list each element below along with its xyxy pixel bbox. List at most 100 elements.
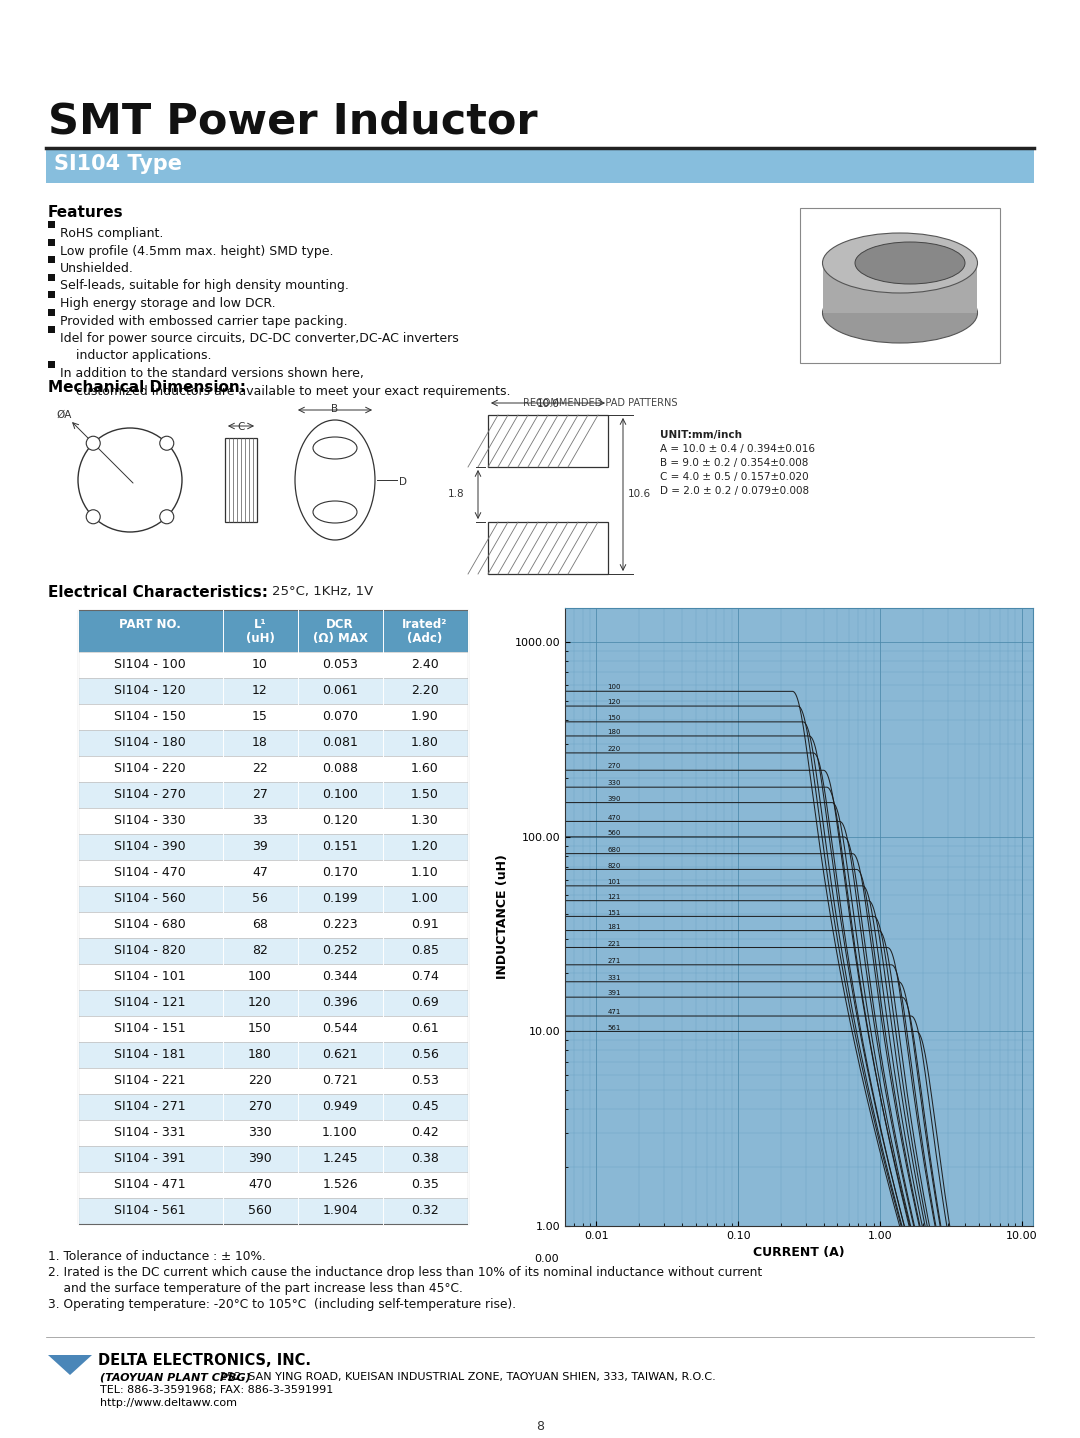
- Text: (uH): (uH): [245, 631, 274, 646]
- Circle shape: [86, 509, 100, 523]
- Bar: [225, 439, 257, 522]
- Text: 0.32: 0.32: [411, 1204, 438, 1217]
- Bar: [48, 221, 55, 229]
- Text: DCR: DCR: [326, 618, 354, 631]
- Text: 471: 471: [608, 1009, 621, 1015]
- Text: 391: 391: [608, 991, 621, 997]
- Text: L¹: L¹: [254, 618, 267, 631]
- Bar: [48, 361, 55, 368]
- Text: 180: 180: [248, 1048, 272, 1061]
- Text: SI104 - 180: SI104 - 180: [114, 736, 186, 749]
- Text: (TAOYUAN PLANT CPBG): (TAOYUAN PLANT CPBG): [100, 1372, 251, 1382]
- Text: 220: 220: [608, 746, 621, 752]
- Text: 0.544: 0.544: [322, 1022, 357, 1035]
- Text: SI104 - 561: SI104 - 561: [114, 1204, 186, 1217]
- Text: 390: 390: [608, 795, 621, 802]
- Text: 1. Tolerance of inductance : ± 10%.: 1. Tolerance of inductance : ± 10%.: [48, 1250, 266, 1263]
- Text: 330: 330: [248, 1126, 272, 1139]
- Text: 8: 8: [536, 1419, 544, 1434]
- Text: 0.38: 0.38: [411, 1152, 438, 1165]
- Bar: [46, 150, 1034, 183]
- Text: 82: 82: [252, 943, 268, 958]
- Text: Mechanical Dimension:: Mechanical Dimension:: [48, 380, 246, 395]
- Text: 0.621: 0.621: [322, 1048, 357, 1061]
- Polygon shape: [48, 1355, 92, 1375]
- Text: 3. Operating temperature: -20°C to 105°C  (including self-temperature rise).: 3. Operating temperature: -20°C to 105°C…: [48, 1299, 516, 1311]
- Text: 18: 18: [252, 736, 268, 749]
- Text: 0.223: 0.223: [322, 917, 357, 930]
- Text: 560: 560: [248, 1204, 272, 1217]
- Text: 252, SAN YING ROAD, KUEISAN INDUSTRIAL ZONE, TAOYUAN SHIEN, 333, TAIWAN, R.O.C.: 252, SAN YING ROAD, KUEISAN INDUSTRIAL Z…: [220, 1372, 716, 1382]
- Text: B = 9.0 ± 0.2 / 0.354±0.008: B = 9.0 ± 0.2 / 0.354±0.008: [660, 457, 808, 467]
- Text: Electrical Characteristics:: Electrical Characteristics:: [48, 585, 268, 600]
- Text: SI104 - 331: SI104 - 331: [114, 1126, 186, 1139]
- Bar: [78, 756, 468, 782]
- Bar: [78, 1043, 468, 1068]
- Text: RoHS compliant.: RoHS compliant.: [60, 227, 163, 240]
- Text: 1.526: 1.526: [322, 1178, 357, 1191]
- Text: 470: 470: [248, 1178, 272, 1191]
- Text: 1.100: 1.100: [322, 1126, 357, 1139]
- Bar: [78, 651, 468, 677]
- Text: 180: 180: [608, 729, 621, 735]
- Text: SI104 - 470: SI104 - 470: [114, 866, 186, 879]
- Circle shape: [160, 436, 174, 450]
- Bar: [488, 522, 608, 574]
- Text: 101: 101: [608, 879, 621, 884]
- Circle shape: [160, 509, 174, 523]
- Text: SI104 - 391: SI104 - 391: [114, 1152, 186, 1165]
- Text: customized inductors are available to meet your exact requirements.: customized inductors are available to me…: [60, 384, 511, 397]
- Ellipse shape: [313, 500, 357, 523]
- Text: 0.61: 0.61: [411, 1022, 438, 1035]
- Text: 0.69: 0.69: [411, 997, 438, 1009]
- Bar: [78, 912, 468, 938]
- Text: SI104 - 330: SI104 - 330: [114, 814, 186, 827]
- Text: D = 2.0 ± 0.2 / 0.079±0.008: D = 2.0 ± 0.2 / 0.079±0.008: [660, 486, 809, 496]
- Bar: [78, 610, 468, 1224]
- Text: 39: 39: [252, 840, 268, 853]
- Bar: [800, 209, 1000, 362]
- Text: 2.40: 2.40: [411, 659, 438, 672]
- Text: 1.8: 1.8: [448, 489, 464, 499]
- Text: 100: 100: [248, 971, 272, 984]
- Text: C = 4.0 ± 0.5 / 0.157±0.020: C = 4.0 ± 0.5 / 0.157±0.020: [660, 472, 809, 482]
- Text: SI104 - 150: SI104 - 150: [114, 710, 186, 723]
- Text: B: B: [332, 404, 338, 414]
- Text: 33: 33: [252, 814, 268, 827]
- Text: Irated²: Irated²: [403, 618, 448, 631]
- Text: PART NO.: PART NO.: [119, 618, 181, 631]
- Text: 1.50: 1.50: [411, 788, 438, 801]
- Text: 1.90: 1.90: [411, 710, 438, 723]
- Text: 470: 470: [608, 814, 621, 821]
- X-axis label: CURRENT (A): CURRENT (A): [753, 1247, 845, 1260]
- Ellipse shape: [823, 233, 977, 293]
- Text: SI104 - 101: SI104 - 101: [114, 971, 186, 984]
- Text: SI104 - 270: SI104 - 270: [114, 788, 186, 801]
- Ellipse shape: [313, 437, 357, 459]
- Text: 15: 15: [252, 710, 268, 723]
- Text: 561: 561: [608, 1025, 621, 1031]
- Text: Low profile (4.5mm max. height) SMD type.: Low profile (4.5mm max. height) SMD type…: [60, 244, 334, 257]
- Ellipse shape: [295, 420, 375, 541]
- Text: Unshielded.: Unshielded.: [60, 262, 134, 275]
- Text: SI104 - 390: SI104 - 390: [114, 840, 186, 853]
- Text: 1.904: 1.904: [322, 1204, 357, 1217]
- Text: SI104 - 220: SI104 - 220: [114, 762, 186, 775]
- Text: UNIT:mm/inch: UNIT:mm/inch: [660, 430, 742, 440]
- Bar: [78, 731, 468, 756]
- Text: 680: 680: [608, 847, 621, 853]
- Bar: [78, 782, 468, 808]
- Text: 390: 390: [248, 1152, 272, 1165]
- Bar: [823, 263, 977, 313]
- Text: 270: 270: [248, 1100, 272, 1113]
- Text: 1.245: 1.245: [322, 1152, 357, 1165]
- Text: 25°C, 1KHz, 1V: 25°C, 1KHz, 1V: [272, 585, 374, 598]
- Text: 0.070: 0.070: [322, 710, 357, 723]
- Y-axis label: INDUCTANCE (uH): INDUCTANCE (uH): [496, 854, 509, 979]
- Text: 221: 221: [608, 940, 621, 946]
- Bar: [78, 705, 468, 731]
- Text: Self-leads, suitable for high density mounting.: Self-leads, suitable for high density mo…: [60, 279, 349, 292]
- Text: 331: 331: [608, 975, 621, 981]
- Text: 0.53: 0.53: [411, 1074, 438, 1087]
- Bar: [78, 1017, 468, 1043]
